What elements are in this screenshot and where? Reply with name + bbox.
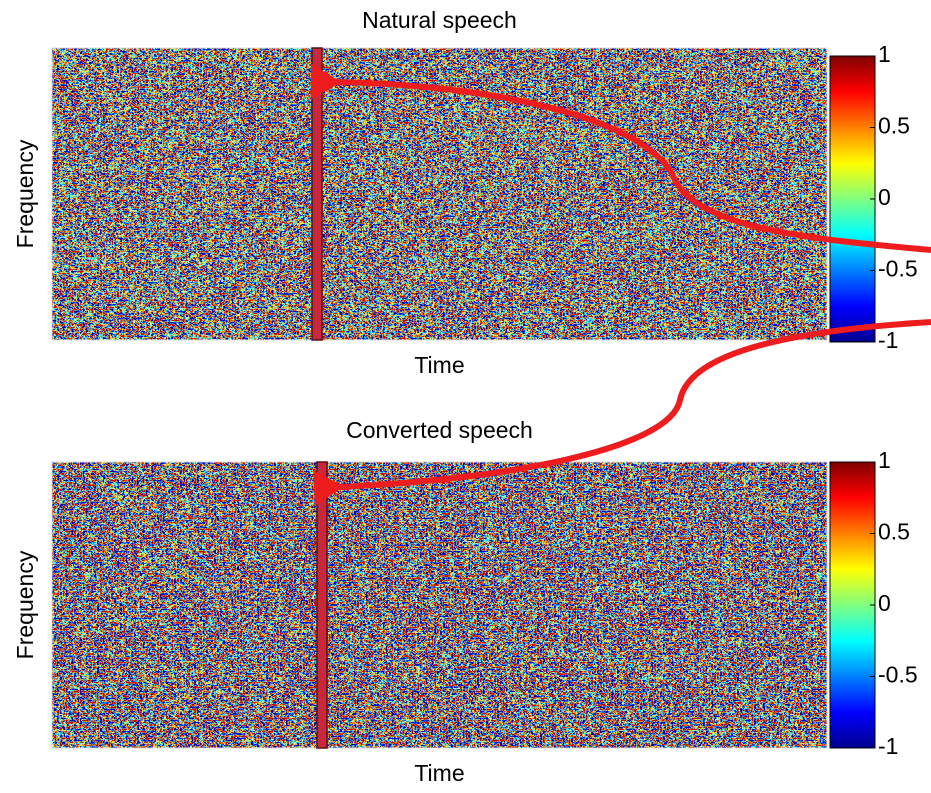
colorbar-tick-label: 1 xyxy=(878,41,891,67)
colorbar-tick-label: -1 xyxy=(878,327,898,353)
frame-marker xyxy=(316,461,328,749)
x-axis-label: Time xyxy=(414,760,464,786)
colorbar-tick-label: -0.5 xyxy=(878,256,918,282)
arrow xyxy=(310,63,931,253)
colorbar-tick-label: -0.5 xyxy=(878,662,918,688)
colorbar-tick-label: 1 xyxy=(878,447,891,473)
colorbar-tick-label: 0.5 xyxy=(878,113,910,139)
colorbar-tick-label: 0.5 xyxy=(878,519,910,545)
chart-title: Natural speech xyxy=(362,7,517,33)
x-axis-label: Time xyxy=(414,352,464,378)
heatmap-image xyxy=(52,462,827,748)
y-axis-label: Frequency xyxy=(12,139,38,248)
annotations xyxy=(310,63,931,507)
axes-frame xyxy=(51,461,828,749)
colorbar-tick-label: -1 xyxy=(878,733,898,759)
frame-marker xyxy=(311,47,323,341)
colorbar-tick-label: 0 xyxy=(878,184,891,210)
chart-title: Converted speech xyxy=(346,417,533,443)
colorbar-tick-label: 0 xyxy=(878,590,891,616)
colorbar xyxy=(829,461,876,749)
arrow xyxy=(313,319,931,507)
y-axis-label: Frequency xyxy=(12,550,38,659)
axes-frame xyxy=(51,47,828,341)
colorbar xyxy=(829,55,876,343)
heatmap-image xyxy=(52,48,827,340)
